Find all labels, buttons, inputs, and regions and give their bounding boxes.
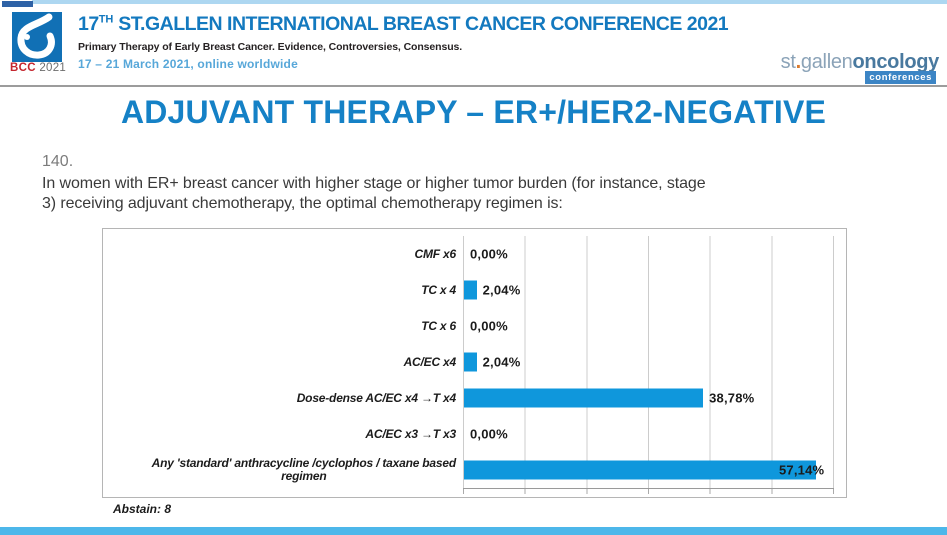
chart-bar bbox=[464, 460, 817, 480]
chart-value-label: 38,78% bbox=[709, 390, 755, 406]
bcc-text: BCC bbox=[10, 62, 36, 74]
chart-row: Dose-dense AC/EC x4 →T x4 38,78% bbox=[103, 380, 834, 416]
brand-dot: . bbox=[795, 51, 802, 73]
poll-results-chart: CMF x6 0,00% TC x 4 2,04% TC x 6 0,00% AC/EC x… bbox=[102, 228, 847, 498]
chart-bar-track: 0,00% bbox=[463, 416, 834, 452]
chart-row: TC x 4 2,04% bbox=[103, 272, 834, 308]
abstain-note: Abstain: 8 bbox=[113, 502, 172, 516]
chart-bar-track: 0,00% bbox=[463, 308, 834, 344]
breast-drop-icon bbox=[17, 13, 55, 59]
chart-row: Any 'standard' anthracycline /cyclophos … bbox=[103, 452, 834, 488]
conference-subtitle: Primary Therapy of Early Breast Cancer. … bbox=[78, 41, 463, 53]
chart-value-label: 0,00% bbox=[470, 318, 508, 334]
slide-title: ADJUVANT THERAPY – ER+/HER2-NEGATIVE bbox=[120, 94, 827, 130]
chart-bar bbox=[464, 388, 704, 408]
top-border-strip bbox=[32, 0, 947, 4]
conference-title-sup: TH bbox=[98, 13, 114, 26]
chart-value-label: 0,00% bbox=[470, 426, 508, 442]
chart-category-label: CMF x6 bbox=[414, 246, 457, 261]
bcc-year: 2021 bbox=[39, 62, 67, 74]
chart-row: AC/EC x4 2,04% bbox=[103, 344, 834, 380]
chart-gridlines bbox=[463, 236, 834, 489]
chart-rows: CMF x6 0,00% TC x 4 2,04% TC x 6 0,00% AC/EC x… bbox=[103, 236, 834, 488]
question-number: 140. bbox=[42, 153, 74, 170]
header-divider bbox=[0, 85, 947, 87]
top-left-dash bbox=[2, 1, 33, 7]
question-line-2: 3) receiving adjuvant chemotherapy, the … bbox=[42, 194, 563, 212]
chart-bar-track: 0,00% bbox=[463, 236, 834, 272]
brand-oncology: oncology bbox=[852, 51, 940, 73]
bcc-logo bbox=[12, 12, 62, 62]
conference-title-rest: ST.GALLEN INTERNATIONAL BREAST CANCER CO… bbox=[113, 13, 729, 35]
chart-row: TC x 6 0,00% bbox=[103, 308, 834, 344]
chart-value-label: 0,00% bbox=[470, 246, 508, 262]
conference-title-num: 17 bbox=[78, 13, 99, 35]
chart-bar bbox=[464, 352, 477, 372]
chart-bar-track: 38,78% bbox=[463, 380, 834, 416]
chart-bar-track: 2,04% bbox=[463, 272, 834, 308]
brand-gallen: gallen bbox=[800, 51, 853, 73]
chart-value-label: 57,14% bbox=[779, 462, 825, 478]
question-line-1: In women with ER+ breast cancer with hig… bbox=[42, 175, 706, 192]
bcc-logo-caption: BCC 2021 bbox=[10, 62, 66, 74]
chart-category-label: AC/EC x3 →T x3 bbox=[365, 426, 456, 441]
chart-row: CMF x6 0,00% bbox=[103, 236, 834, 272]
chart-category-label: Any 'standard' anthracycline /cyclophos … bbox=[151, 456, 457, 483]
chart-category-label: TC x 4 bbox=[421, 282, 456, 297]
conferences-badge: conferences bbox=[865, 71, 936, 84]
chart-category-label: AC/EC x4 bbox=[403, 354, 457, 369]
brand-st: st bbox=[780, 51, 796, 73]
chart-category-label: Dose-dense AC/EC x4 →T x4 bbox=[296, 390, 456, 405]
stgallen-oncology-logo: st.gallenoncology conferences bbox=[749, 51, 940, 84]
chart-axis-ticks bbox=[463, 489, 834, 494]
chart-row: AC/EC x3 →T x3 0,00% bbox=[103, 416, 834, 452]
chart-category-label: TC x 6 bbox=[421, 318, 456, 333]
chart-value-label: 2,04% bbox=[482, 282, 521, 298]
chart-bar-track: 2,04% bbox=[463, 344, 834, 380]
chart-bar-track: 57,14% bbox=[463, 452, 834, 488]
question-text: In women with ER+ breast cancer with hig… bbox=[42, 174, 706, 213]
bottom-border-bar bbox=[0, 527, 947, 535]
conference-dates: 17 – 21 March 2021, online worldwide bbox=[78, 57, 298, 71]
chart-bar bbox=[464, 280, 477, 300]
chart-value-label: 2,04% bbox=[482, 354, 521, 370]
conference-title: 17TH ST.GALLEN INTERNATIONAL BREAST CANC… bbox=[78, 13, 729, 36]
